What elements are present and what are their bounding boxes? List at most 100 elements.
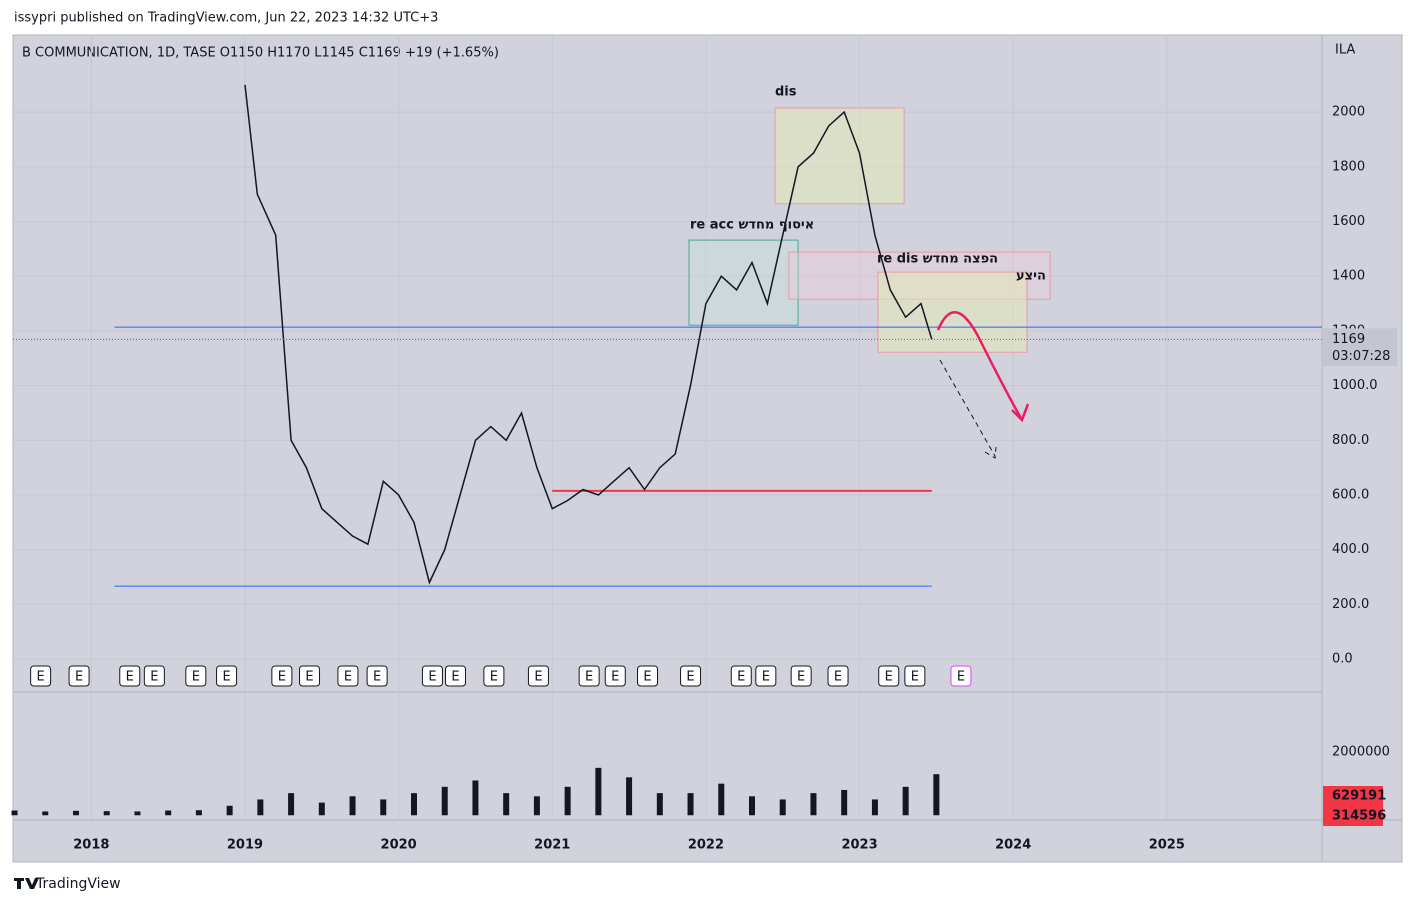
earnings-label: E [885,670,893,685]
earnings-icon [483,665,505,687]
earnings-label: E [957,670,965,685]
box-label: dis [775,85,797,100]
earnings-icon [755,665,777,687]
earnings-icon [216,665,238,687]
earnings-icon [790,665,812,687]
annotation-box [688,239,799,326]
volume-bar [441,786,448,816]
x-tick-label: 2025 [1149,838,1185,853]
earnings-label: E [762,670,770,685]
volume-bar [687,793,694,816]
volume-bar [103,811,110,816]
volume-bar [288,793,295,816]
y-tick-label: 400.0 [1332,542,1369,557]
volume-value-label: 629191 [1332,789,1386,804]
forecast-dashed [939,359,997,459]
earnings-label: E [737,670,745,685]
earnings-label: E [686,670,694,685]
volume-bar [11,810,18,816]
earnings-label: E [911,670,919,685]
earnings-icon [527,665,549,687]
y-tick-label: 1400 [1332,269,1365,284]
earnings-label: E [344,670,352,685]
volume-bar [134,811,141,816]
earnings-icon [444,665,466,687]
volume-bar [564,786,571,816]
earnings-icon [366,665,388,687]
earnings-icon [680,665,702,687]
y-tick-label: 800.0 [1332,433,1369,448]
earnings-icon [604,665,626,687]
earnings-label: E [797,670,805,685]
earnings-icon [299,665,321,687]
header: issypri published on TradingView.com, Ju… [14,11,438,26]
earnings-label: E [278,670,286,685]
logo [14,878,39,889]
y-tick-label: 0.0 [1332,652,1353,667]
earnings-label: E [150,670,158,685]
x-tick-label: 2022 [688,838,724,853]
x-tick-label: 2019 [227,838,263,853]
volume-bar [410,793,417,816]
volume-bar [72,810,79,816]
volume-bar [226,805,233,816]
earnings-icon [143,665,165,687]
price-line [244,84,933,585]
volume-bar [871,799,878,816]
footer: TradingView [35,876,121,892]
earnings-icon [119,665,141,687]
volume-bar [195,810,202,816]
volume-bar [349,796,356,816]
x-tick-label: 2020 [381,838,417,853]
y-tick-label: 600.0 [1332,488,1369,503]
earnings-label: E [834,670,842,685]
earnings-icon [904,665,926,687]
earnings-label: E [534,670,542,685]
earnings-icon [30,665,52,687]
earnings-icon [578,665,600,687]
chart-title: B COMMUNICATION, 1D, TASE O1150 H1170 L1… [22,46,499,61]
earnings-icon [185,665,207,687]
earnings-label: E [373,670,381,685]
volume-bar [380,799,387,816]
pane-bg [12,34,1403,863]
volume-bar [810,793,817,816]
earnings-label: E [75,670,83,685]
plot: 0.0200.0400.0600.0800.01000.012001400160… [11,35,1397,853]
earnings-icon [878,665,900,687]
y-tick-label: 2000 [1332,105,1365,120]
volume-bar [841,789,848,816]
currency: ILA [1335,43,1355,58]
forecast-arrow [936,311,1030,423]
volume-tick-label: 2000000 [1332,745,1390,760]
volume-bar [472,780,479,816]
volume-bar [749,796,756,816]
box-label: re dis הפצה מחדש [877,252,998,267]
y-tick-label: 1800 [1332,159,1365,174]
volume-bar [503,793,510,816]
volume-bar [595,767,602,816]
box-label: re acc איסוף מחדש [690,218,814,233]
volume-bar [933,774,940,816]
earnings-icon [637,665,659,687]
earnings-icon [337,665,359,687]
y-tick-label: 1000.0 [1332,378,1378,393]
earnings-label: E [222,670,230,685]
countdown: 03:07:28 [1332,349,1390,364]
last-price-label: 1169 [1332,332,1365,347]
volume-bar [533,796,540,816]
volume-tag [1323,786,1383,806]
volume-bar [165,810,172,816]
annotation-box [774,107,905,205]
volume-tag [1323,806,1383,826]
earnings-label: E [126,670,134,685]
x-tick-label: 2023 [841,838,877,853]
earnings-icon [827,665,849,687]
earnings-label: E [490,670,498,685]
y-tick-label: 1600 [1332,214,1365,229]
y-tick-label: 200.0 [1332,597,1369,612]
earnings-icon [421,665,443,687]
volume-bar [656,793,663,816]
